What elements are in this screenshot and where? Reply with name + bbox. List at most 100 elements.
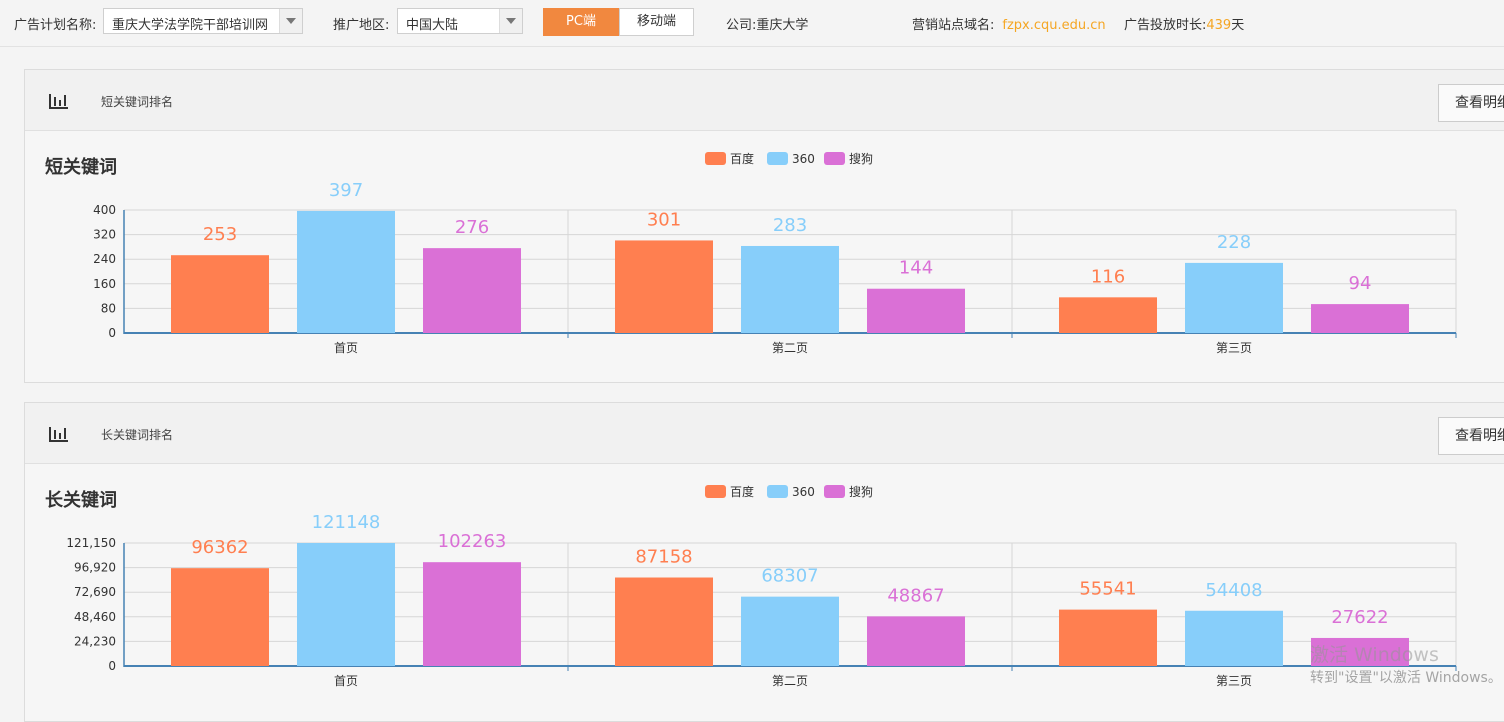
x-tick-label: 第三页 [1216,674,1252,688]
bar-chart-icon [49,94,68,109]
duration-info: 广告投放时长:439天 [1124,14,1244,33]
y-tick-label: 72,690 [74,585,116,599]
data-label: 68307 [761,566,818,587]
y-tick-label: 160 [93,277,116,291]
y-tick-label: 0 [108,326,116,340]
bar [1311,304,1409,333]
x-tick-label: 首页 [334,674,358,688]
data-label: 48867 [887,585,944,606]
y-tick-label: 320 [93,228,116,242]
legend-swatch [705,485,726,498]
panel-title: 长关键词排名 [101,428,174,442]
y-tick-label: 0 [108,659,116,673]
legend-label: 360 [792,152,815,166]
bar [1059,297,1157,333]
long-keyword-panel: 长关键词排名 查看明细 长关键词 百度 360 搜狗 0 24,230 48,460 72,… [24,402,1504,722]
domain-label: 营销站点域名: [912,18,995,33]
data-label: 102263 [438,531,507,552]
y-tick-label: 121,150 [66,536,116,550]
bar [741,245,839,333]
chart-title: 长关键词 [45,490,117,511]
data-label: 54408 [1205,580,1262,601]
bar [297,210,395,333]
company-info: 公司:重庆大学 [726,14,808,33]
short-keyword-panel: 短关键词排名 查看明细 短关键词 百度 360 搜狗 0 80 160 240 320 400 2… [24,69,1504,383]
duration-unit: 天 [1231,18,1245,33]
bar [1185,610,1283,666]
data-label: 397 [329,180,363,201]
duration-label: 广告投放时长: [1124,18,1207,33]
legend-label: 百度 [730,484,754,499]
chart-title: 短关键词 [45,157,117,178]
bar [423,248,521,333]
bar [423,562,521,666]
region-select-value: 中国大陆 [406,18,459,33]
bar [171,255,269,333]
pc-toggle-button[interactable]: PC端 [543,8,619,36]
legend-swatch [705,152,726,165]
data-label: 116 [1091,266,1125,287]
x-tick-label: 第二页 [772,674,808,688]
x-tick-label: 第三页 [1216,341,1252,355]
data-label: 253 [203,224,237,245]
plan-label: 广告计划名称: [14,18,97,33]
legend-label: 360 [792,485,815,499]
panel-title: 短关键词排名 [101,95,174,109]
y-tick-label: 80 [101,301,116,315]
data-label: 144 [899,258,933,279]
bar [867,616,965,666]
bar [867,288,965,333]
bar [1311,637,1409,666]
filter-bar: 广告计划名称: 重庆大学法学院干部培训网 推广地区: 中国大陆 PC端 移动端 … [0,0,1504,47]
legend-swatch [824,152,845,165]
x-tick-label: 第二页 [772,341,808,355]
chevron-down-icon[interactable] [279,9,302,33]
data-label: 55541 [1079,579,1136,600]
y-tick-label: 240 [93,252,116,266]
mobile-toggle-button[interactable]: 移动端 [619,8,694,36]
x-tick-label: 首页 [334,341,358,355]
long-keyword-chart: 百度 360 搜狗 0 24,230 48,460 72,690 96,920 121,150 9… [66,484,1457,688]
data-label: 94 [1349,273,1372,294]
plan-select-value: 重庆大学法学院干部培训网 [112,18,269,33]
legend-label: 搜狗 [849,484,873,499]
legend-swatch [767,152,788,165]
region-select[interactable]: 中国大陆 [397,8,523,34]
chevron-down-icon[interactable] [499,9,522,33]
bar [615,577,713,666]
windows-activation-watermark: 激活 Windows [1310,644,1439,666]
plan-select[interactable]: 重庆大学法学院干部培训网 [103,8,303,34]
y-tick-label: 24,230 [74,634,116,648]
data-label: 228 [1217,232,1251,253]
data-label: 87158 [635,547,692,568]
bar [297,543,395,666]
view-details-button[interactable]: 查看明细 [1438,417,1504,455]
bar [171,568,269,666]
duration-value: 439 [1206,18,1232,33]
bar [1059,609,1157,666]
bar [741,596,839,666]
domain-value: fzpx.cqu.edu.cn [1002,18,1106,33]
y-tick-label: 48,460 [74,610,116,624]
bar-chart-icon [49,427,68,442]
bar [1185,262,1283,333]
panel-header: 短关键词排名 查看明细 [25,70,1504,131]
region-label: 推广地区: [333,18,390,33]
data-label: 27622 [1331,607,1388,628]
company-label: 公司: [726,18,757,33]
legend-swatch [824,485,845,498]
legend-label: 百度 [730,151,754,166]
view-details-button[interactable]: 查看明细 [1438,84,1504,122]
data-label: 276 [455,217,489,238]
data-label: 283 [773,215,807,236]
panel-header: 长关键词排名 查看明细 [25,403,1504,464]
data-label: 121148 [312,512,381,533]
legend-swatch [767,485,788,498]
y-tick-label: 96,920 [74,561,116,575]
windows-activation-hint: 转到"设置"以激活 Windows。 [1310,670,1502,686]
company-value: 重庆大学 [756,18,809,33]
data-label: 96362 [191,537,248,558]
y-tick-label: 400 [93,203,116,217]
short-keyword-chart: 百度 360 搜狗 0 80 160 240 320 400 253 397 276 首页 301 283 1… [93,151,1457,355]
bar [615,240,713,333]
